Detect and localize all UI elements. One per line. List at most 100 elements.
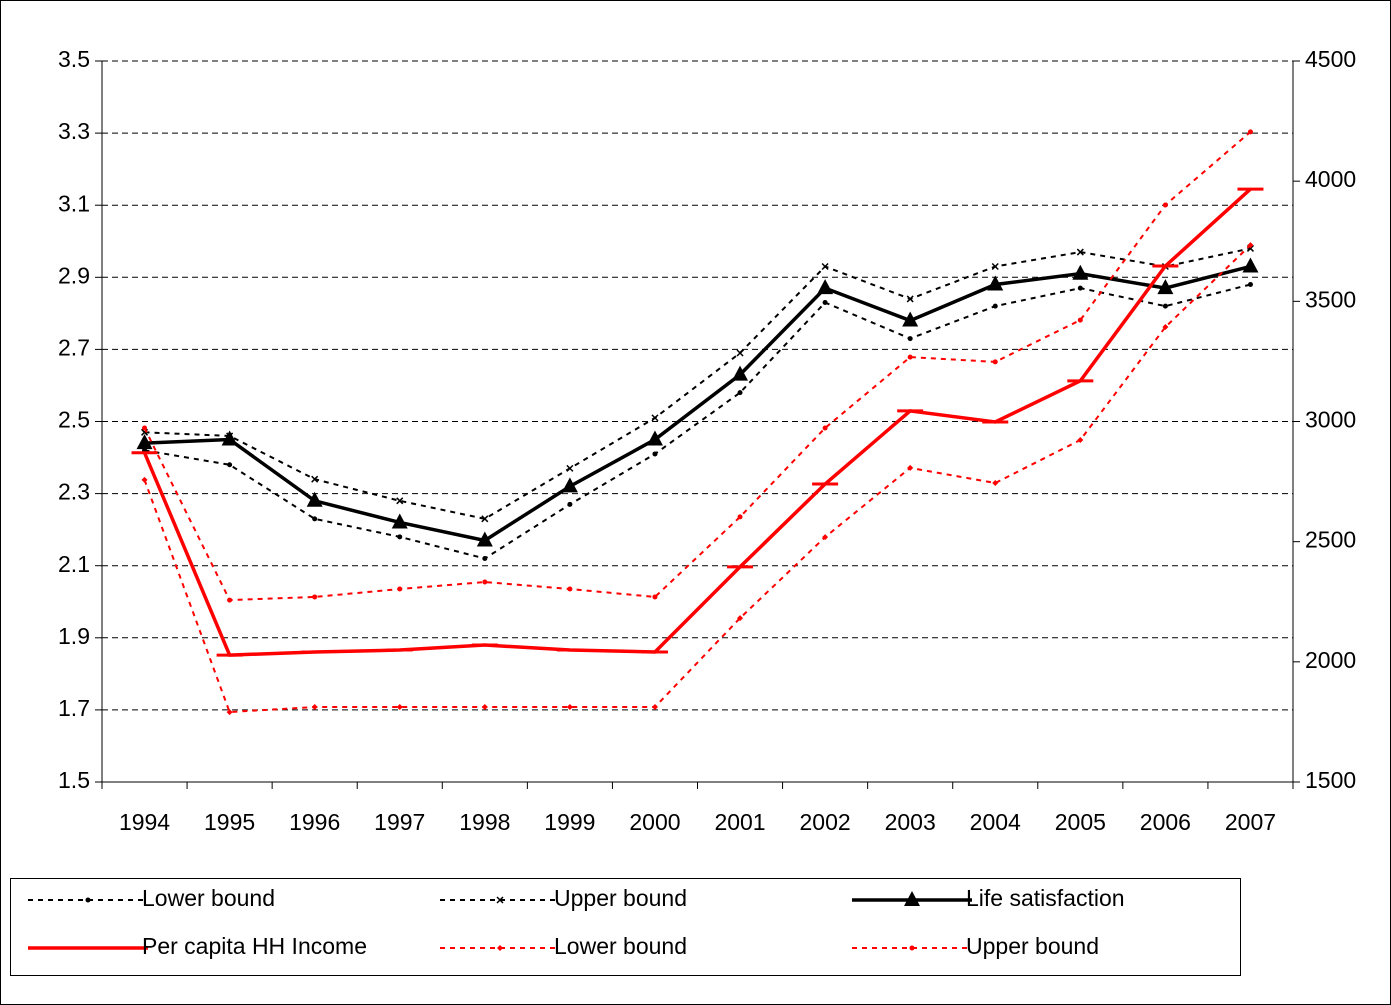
data-point: [482, 555, 488, 561]
x-tick-label: 1994: [119, 809, 170, 835]
data-point: [142, 425, 148, 431]
data-point: [992, 480, 999, 487]
legend-label: Upper bound: [554, 885, 687, 911]
data-point: [651, 414, 659, 422]
data-point: [567, 586, 573, 592]
y-tick-label: 2.9: [58, 262, 90, 288]
data-point: [481, 704, 488, 711]
data-point: [736, 349, 744, 357]
data-point: [561, 477, 578, 493]
data-point: [221, 430, 238, 446]
y-tick-label: 2.5: [58, 407, 90, 433]
y-tick-label: 1.5: [58, 767, 90, 793]
series-line: [143, 131, 1252, 602]
y2-tick-label: 2500: [1305, 527, 1356, 553]
x-tick-label: 2001: [714, 809, 765, 835]
data-point: [1072, 264, 1089, 280]
data-point: [1077, 317, 1083, 323]
data-point: [987, 275, 1004, 291]
data-point: [732, 365, 749, 381]
data-point: [907, 464, 914, 471]
y-tick-label: 2.1: [58, 551, 90, 577]
series-line: [142, 187, 1252, 657]
y2-tick-label: 4000: [1305, 166, 1356, 192]
data-point: [1242, 257, 1259, 273]
x-tick-label: 1995: [204, 809, 255, 835]
data-point: [226, 709, 233, 716]
data-point: [992, 303, 998, 309]
data-point: [906, 295, 914, 303]
data-point: [822, 425, 828, 431]
data-point: [482, 579, 488, 585]
data-point: [306, 491, 323, 507]
x-tick-label: 2000: [629, 809, 680, 835]
data-point: [311, 475, 319, 483]
x-tick-label: 2003: [885, 809, 936, 835]
data-point: [902, 311, 919, 327]
data-point: [652, 594, 658, 600]
data-point: [396, 497, 404, 505]
data-point: [646, 430, 663, 446]
legend-marker: [904, 891, 920, 906]
data-point: [396, 704, 403, 711]
legend-label: Life satisfaction: [966, 885, 1125, 911]
data-point: [391, 513, 408, 529]
data-point: [227, 597, 233, 603]
series-line: [144, 283, 1251, 560]
series-line: [143, 244, 1252, 714]
x-tick-label: 1997: [374, 809, 425, 835]
data-point: [566, 464, 574, 472]
legend-label: Lower bound: [142, 885, 275, 911]
x-tick-label: 2004: [970, 809, 1021, 835]
data-point: [312, 594, 318, 600]
y-tick-label: 2.3: [58, 479, 90, 505]
data-point: [227, 462, 233, 468]
legend-box: [10, 878, 1241, 976]
data-point: [817, 279, 834, 295]
legend-label: Upper bound: [966, 933, 1099, 959]
data-point: [737, 390, 743, 396]
y-tick-label: 2.7: [58, 334, 90, 360]
data-point: [1162, 324, 1169, 331]
y2-tick-label: 2000: [1305, 647, 1356, 673]
series-line: [144, 264, 1251, 543]
data-point: [311, 704, 318, 711]
y-tick-label: 1.9: [58, 623, 90, 649]
legend-marker: [85, 897, 91, 903]
y2-tick-label: 3000: [1305, 407, 1356, 433]
x-tick-label: 1999: [544, 809, 595, 835]
y-tick-label: 3.5: [58, 46, 90, 72]
x-tick-label: 1996: [289, 809, 340, 835]
legend-marker: [909, 945, 915, 951]
data-point: [822, 300, 828, 306]
data-point: [652, 451, 658, 457]
data-point: [737, 514, 743, 520]
data-point: [651, 704, 658, 711]
data-point: [1162, 202, 1168, 208]
x-tick-label: 2007: [1225, 809, 1276, 835]
data-point: [141, 476, 148, 483]
data-point: [1076, 248, 1084, 256]
data-point: [1157, 279, 1174, 295]
data-point: [567, 501, 573, 507]
data-point: [907, 336, 913, 342]
data-point: [1077, 437, 1084, 444]
y-tick-label: 1.7: [58, 695, 90, 721]
data-point: [312, 516, 318, 522]
data-point: [397, 534, 403, 540]
x-tick-label: 2002: [800, 809, 851, 835]
data-point: [136, 434, 153, 450]
x-tick-label: 1998: [459, 809, 510, 835]
data-point: [737, 615, 744, 622]
data-point: [481, 515, 489, 523]
data-point: [907, 354, 913, 360]
x-tick-label: 2005: [1055, 809, 1106, 835]
y2-tick-label: 1500: [1305, 767, 1356, 793]
data-point: [397, 586, 403, 592]
legend-label: Lower bound: [554, 933, 687, 959]
data-point: [1247, 242, 1254, 249]
data-point: [821, 262, 829, 271]
legend-marker: [496, 896, 504, 904]
data-point: [566, 704, 573, 711]
